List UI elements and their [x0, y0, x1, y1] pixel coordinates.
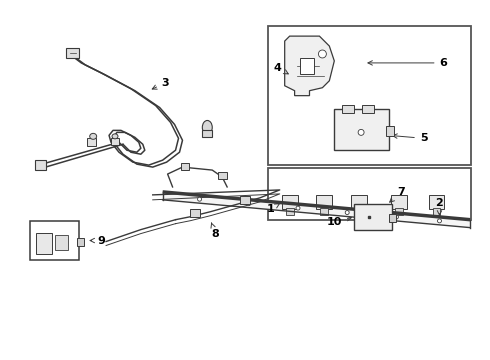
Bar	[268, 168, 471, 220]
Bar	[320, 208, 328, 215]
Bar	[389, 214, 396, 222]
Bar	[317, 195, 332, 209]
Bar	[354, 204, 392, 230]
Bar	[180, 163, 190, 170]
Bar	[386, 126, 394, 136]
Circle shape	[394, 215, 398, 219]
Bar	[218, 172, 227, 179]
Bar	[240, 196, 250, 204]
Text: 8: 8	[211, 223, 219, 239]
Bar	[286, 208, 294, 215]
Ellipse shape	[90, 133, 97, 139]
Text: 7: 7	[390, 187, 405, 202]
Circle shape	[358, 129, 364, 135]
Bar	[362, 105, 374, 113]
Bar	[268, 26, 471, 165]
Circle shape	[247, 202, 251, 206]
Bar	[87, 138, 96, 146]
Bar	[202, 130, 212, 137]
Ellipse shape	[112, 134, 118, 139]
Bar	[342, 105, 354, 113]
Bar	[355, 208, 363, 215]
Bar	[30, 221, 79, 260]
Text: 6: 6	[368, 58, 447, 68]
Circle shape	[438, 219, 441, 223]
Polygon shape	[285, 36, 334, 96]
Text: 3: 3	[152, 78, 170, 89]
Bar	[351, 195, 367, 209]
Circle shape	[345, 211, 349, 215]
Bar	[391, 195, 407, 209]
Bar	[429, 195, 444, 209]
Bar	[433, 208, 441, 215]
Bar	[191, 209, 200, 217]
Bar	[395, 208, 403, 215]
Circle shape	[197, 197, 201, 201]
Bar	[111, 138, 119, 145]
Text: 5: 5	[392, 133, 427, 143]
Text: 2: 2	[436, 198, 443, 215]
Bar	[77, 238, 84, 247]
Bar	[36, 233, 51, 255]
Bar	[55, 235, 69, 251]
Ellipse shape	[202, 121, 212, 134]
Bar	[334, 109, 389, 150]
Polygon shape	[163, 192, 470, 228]
Bar	[66, 48, 79, 58]
Text: 1: 1	[267, 203, 280, 214]
Bar	[282, 195, 297, 209]
Text: 9: 9	[90, 235, 105, 246]
Text: 10: 10	[327, 216, 351, 227]
Text: 4: 4	[274, 63, 288, 74]
Circle shape	[296, 206, 300, 210]
Bar	[299, 58, 315, 74]
Circle shape	[318, 50, 326, 58]
Bar	[35, 160, 46, 170]
